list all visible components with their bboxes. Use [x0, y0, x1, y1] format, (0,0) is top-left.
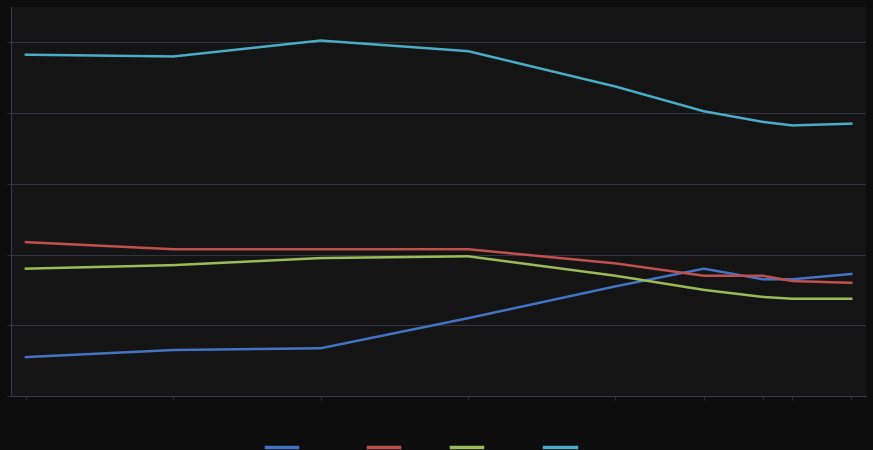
Legend: China, EU, Italy, USA: China, EU, Italy, USA [261, 437, 616, 450]
